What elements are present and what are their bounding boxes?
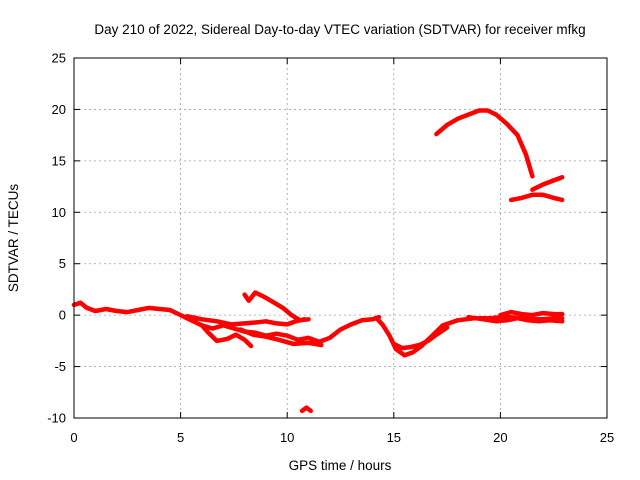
x-tick-label-1: 5 — [177, 430, 184, 445]
series-arc-high-low — [508, 192, 565, 203]
plot-frame — [73, 57, 608, 419]
y-axis-label: SDTVAR / TECUs — [6, 184, 21, 293]
series-arc-late-b — [498, 309, 565, 318]
x-axis-label: GPS time / hours — [289, 458, 392, 473]
series-arc-high-rise — [530, 175, 565, 192]
y-tick-label-5: 15 — [52, 153, 66, 168]
y-tick-label-6: 20 — [52, 102, 66, 117]
data-series — [71, 108, 565, 414]
axis-ticks — [73, 57, 608, 419]
series-arc-main — [71, 300, 382, 345]
series-arc-late-a — [466, 314, 565, 324]
series-arc-upper-loop — [184, 313, 307, 327]
x-tick-label-3: 15 — [387, 430, 401, 445]
series-arc-lower-dip — [199, 323, 254, 349]
series-arc-low — [299, 405, 313, 414]
chart-title: Day 210 of 2022, Sidereal Day-to-day VTE… — [94, 22, 585, 37]
x-tick-label-4: 20 — [493, 430, 507, 445]
y-tick-label-7: 25 — [52, 51, 66, 66]
series-arc-night-b — [391, 325, 450, 351]
x-tick-labels: 0 5 10 15 20 25 — [70, 430, 614, 445]
y-tick-label-1: -5 — [54, 359, 66, 374]
y-tick-label-2: 0 — [59, 308, 66, 323]
series-arc-hump — [242, 290, 311, 323]
y-tick-label-4: 10 — [52, 205, 66, 220]
y-tick-label-0: -10 — [47, 411, 66, 426]
x-tick-label-2: 10 — [280, 430, 294, 445]
x-tick-label-5: 25 — [600, 430, 614, 445]
series-arc-mid-lower — [238, 327, 324, 348]
y-tick-labels: -10 -5 0 5 10 15 20 25 — [47, 51, 66, 426]
series-arc-high — [434, 108, 535, 179]
y-tick-label-3: 5 — [59, 256, 66, 271]
x-tick-label-0: 0 — [70, 430, 77, 445]
grid-lines — [74, 58, 607, 418]
